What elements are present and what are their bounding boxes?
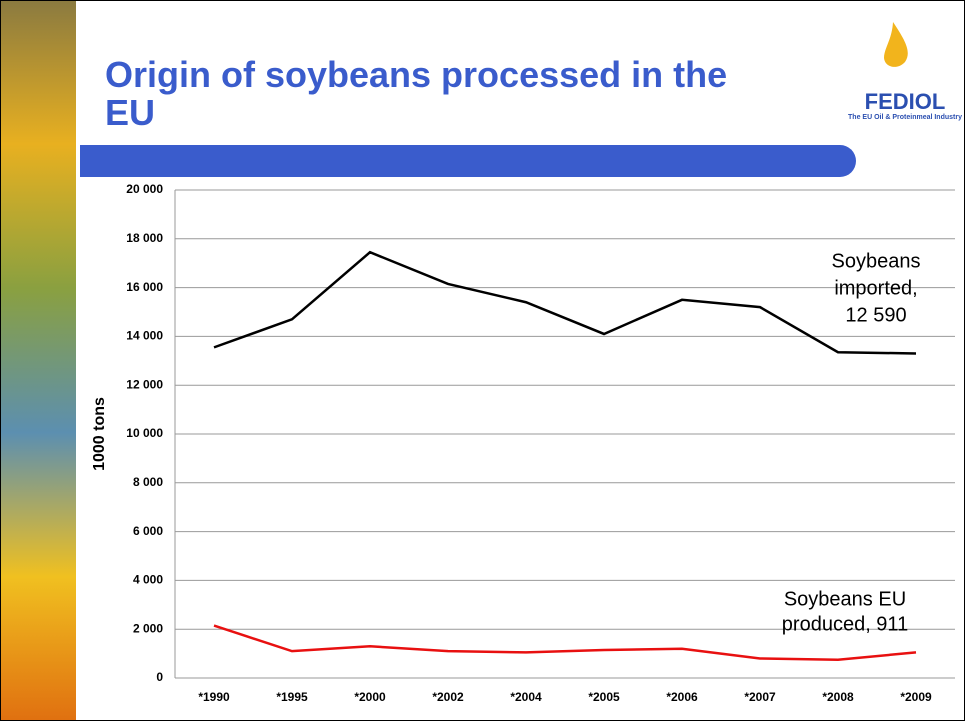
y-tick-label: 4 000 bbox=[133, 573, 163, 587]
x-tick-label: *2002 bbox=[432, 690, 464, 704]
logo-name: FEDIOL bbox=[865, 89, 946, 114]
y-tick-label: 14 000 bbox=[126, 329, 163, 343]
logo-tagline: The EU Oil & Proteinmeal Industry bbox=[848, 114, 962, 121]
x-tick-label: *2006 bbox=[666, 690, 698, 704]
x-tick-label: *2008 bbox=[822, 690, 854, 704]
y-tick-label: 8 000 bbox=[133, 475, 163, 489]
annotation: 12 590 bbox=[845, 304, 906, 326]
x-tick-label: *2000 bbox=[354, 690, 386, 704]
x-tick-label: *2004 bbox=[510, 690, 542, 704]
logo-drop bbox=[884, 22, 908, 67]
y-tick-label: 6 000 bbox=[133, 524, 163, 538]
series-line bbox=[213, 624, 917, 661]
title-bar bbox=[80, 145, 856, 177]
annotation: Soybeans EU bbox=[784, 588, 906, 610]
x-tick-label: *1995 bbox=[276, 690, 308, 704]
series-line bbox=[213, 250, 917, 355]
x-tick-label: *2007 bbox=[744, 690, 776, 704]
y-tick-label: 18 000 bbox=[126, 231, 163, 245]
annotation: Soybeans bbox=[832, 250, 921, 272]
slide-title: Origin of soybeans processed in the EU bbox=[105, 54, 728, 133]
y-axis-label: 1000 tons bbox=[91, 397, 108, 471]
y-tick-label: 2 000 bbox=[133, 621, 163, 635]
x-tick-label: *1990 bbox=[198, 690, 230, 704]
y-tick-label: 16 000 bbox=[126, 280, 163, 294]
y-tick-label: 0 bbox=[156, 670, 163, 684]
y-tick-label: 10 000 bbox=[126, 426, 163, 440]
x-tick-label: *2005 bbox=[588, 690, 620, 704]
x-tick-label: *2009 bbox=[900, 690, 932, 704]
y-tick-label: 12 000 bbox=[126, 377, 163, 391]
annotation: imported, bbox=[834, 277, 917, 299]
y-tick-label: 20 000 bbox=[126, 182, 163, 196]
annotation: produced, 911 bbox=[782, 613, 908, 635]
decor-strip bbox=[0, 0, 76, 721]
